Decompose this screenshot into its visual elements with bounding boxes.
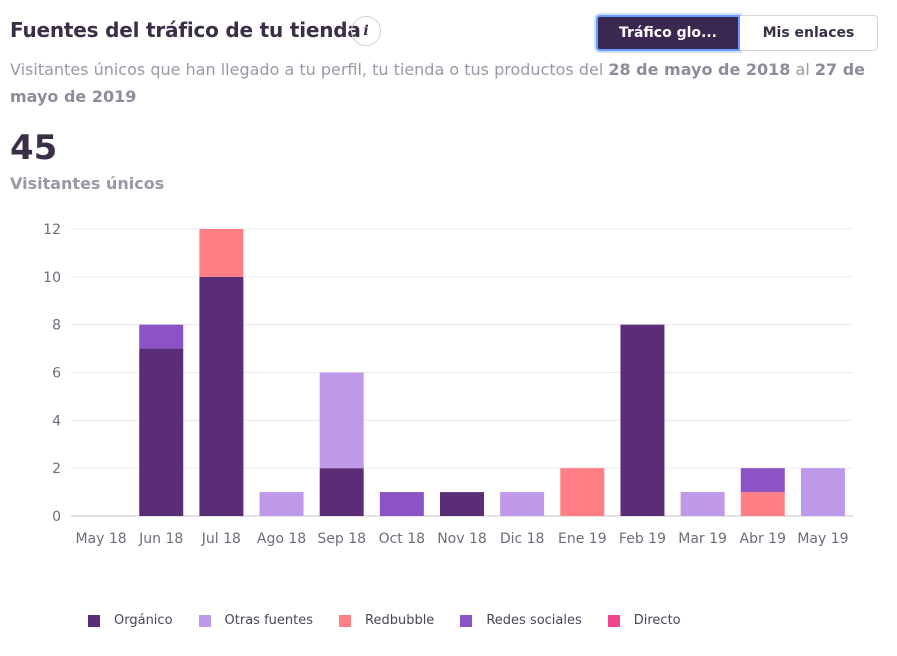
bar-segment — [199, 229, 244, 277]
x-tick-label: Sep 18 — [317, 531, 366, 547]
y-tick-label: 0 — [52, 509, 61, 525]
x-tick-label: Nov 18 — [437, 531, 487, 547]
x-tick-label: Ene 19 — [558, 531, 607, 547]
legend-item[interactable]: Redbubble — [339, 613, 434, 628]
traffic-chart: 0 2 4 6 8 10 12 May 18 Jun 18 Jul 18 Ago 18 Sep 18 O… — [43, 222, 853, 547]
subtitle-prefix: Visitantes únicos que han llegado a tu p… — [10, 60, 609, 79]
subtitle-middle: al — [790, 60, 815, 79]
page-title: Fuentes del tráfico de tu tienda — [10, 18, 361, 42]
bar-segment — [500, 492, 545, 516]
bar-segment — [560, 468, 605, 516]
bar-segment — [740, 468, 785, 493]
bar-segment — [379, 492, 424, 516]
unique-visitors-count: 45 — [10, 128, 58, 168]
x-tick-label: Dic 18 — [500, 531, 545, 547]
x-tick-label: Abr 19 — [740, 531, 786, 547]
date-range-description: Visitantes únicos que han llegado a tu p… — [10, 56, 870, 110]
y-tick-label: 12 — [43, 222, 61, 238]
y-tick-label: 8 — [52, 318, 61, 334]
tab-global-traffic[interactable]: Tráfico glo... — [596, 15, 740, 51]
chart-legend: Orgánico Otras fuentes Redbubble Redes soci… — [88, 613, 707, 628]
x-tick-label: Feb 19 — [619, 531, 666, 547]
bar-segment — [259, 492, 304, 516]
legend-item[interactable]: Directo — [607, 613, 681, 628]
y-tick-label: 4 — [52, 413, 61, 429]
bar-segment — [680, 492, 725, 516]
bar-segment — [139, 324, 184, 349]
x-tick-label: Ago 18 — [257, 531, 306, 547]
legend-label: Redbubble — [365, 613, 435, 628]
x-tick-label: Jul 18 — [201, 531, 241, 547]
legend-item[interactable]: Otras fuentes — [198, 613, 313, 628]
end-date: 27 de mayo de 2019 — [10, 60, 865, 106]
legend-label: Otras fuentes — [224, 613, 313, 628]
y-tick-label: 10 — [43, 270, 61, 286]
legend-label: Orgánico — [114, 613, 173, 628]
legend-swatch — [88, 614, 100, 627]
legend-swatch — [339, 614, 351, 627]
x-tick-label: May 18 — [75, 531, 126, 547]
tab-my-links[interactable]: Mis enlaces — [740, 15, 878, 51]
bar-segment — [139, 348, 184, 516]
unique-visitors-label: Visitantes únicos — [10, 174, 165, 193]
legend-swatch — [198, 614, 211, 627]
info-icon[interactable]: i — [351, 16, 381, 46]
legend-item[interactable]: Orgánico — [88, 613, 173, 628]
legend-label: Directo — [633, 613, 681, 628]
y-tick-label: 6 — [52, 366, 61, 382]
bar-segment — [620, 324, 665, 516]
x-tick-label: Mar 19 — [678, 531, 727, 547]
legend-label: Redes sociales — [486, 613, 582, 628]
bar-segment — [319, 468, 364, 516]
y-tick-label: 2 — [52, 461, 61, 477]
legend-swatch — [460, 614, 473, 627]
x-tick-label: Oct 18 — [379, 531, 425, 547]
traffic-tabs: Tráfico glo... Mis enlaces — [596, 15, 878, 51]
legend-item[interactable]: Redes sociales — [460, 613, 582, 628]
x-tick-label: Jun 18 — [138, 531, 183, 547]
start-date: 28 de mayo de 2018 — [608, 60, 791, 79]
bar-segment — [319, 372, 364, 469]
x-tick-label: May 19 — [797, 531, 848, 547]
bar-segment — [740, 492, 785, 516]
bar-segment — [199, 276, 244, 516]
bar-segment — [440, 492, 484, 516]
legend-swatch — [607, 614, 620, 627]
bar-segment — [800, 468, 845, 516]
